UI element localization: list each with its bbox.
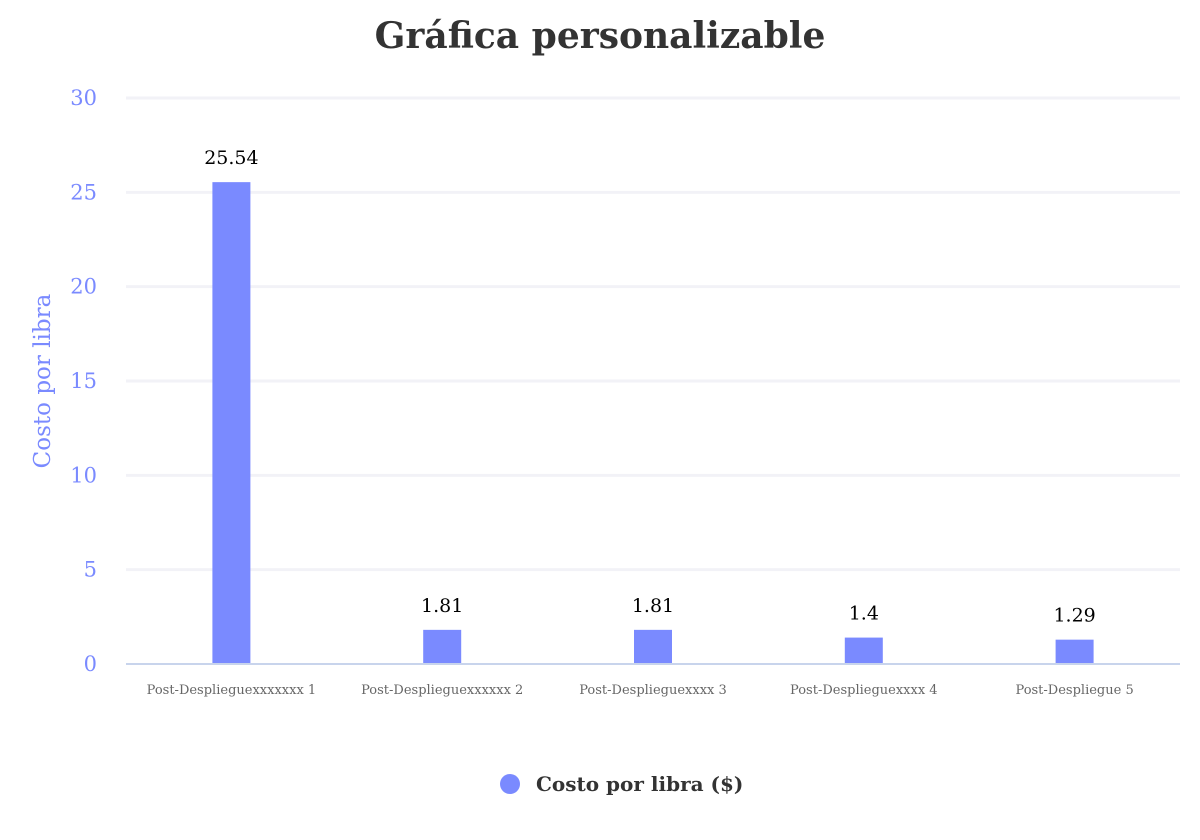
bar[interactable]	[423, 629, 462, 664]
y-tick-label: 30	[70, 86, 97, 110]
y-tick-label: 15	[70, 369, 97, 393]
y-tick-label: 20	[70, 275, 97, 299]
bars	[212, 182, 1094, 665]
x-tick-label: Post-Desplieguexxxxxxx 1	[147, 683, 317, 698]
y-tick-label: 5	[84, 558, 97, 582]
data-label: 25.54	[204, 147, 258, 169]
y-tick-label: 0	[84, 652, 97, 676]
gridlines	[126, 96, 1180, 572]
legend-label: Costo por libra ($)	[536, 772, 743, 796]
y-axis-ticks: 0 5 10 15 20 25 30	[70, 86, 97, 676]
y-tick-label: 25	[70, 180, 97, 204]
data-label: 1.4	[849, 603, 879, 625]
data-labels: 25.54 1.81 1.81 1.4 1.29	[204, 147, 1096, 627]
y-tick-label: 10	[70, 463, 97, 487]
data-label: 1.81	[632, 595, 674, 617]
legend[interactable]: Costo por libra ($)	[500, 772, 743, 796]
bar[interactable]	[844, 637, 883, 664]
legend-marker	[500, 774, 520, 794]
bar[interactable]	[634, 629, 672, 664]
y-axis-label: Costo por libra	[30, 293, 56, 468]
x-axis-ticks: Post-Desplieguexxxxxxx 1 Post-Desplieguex…	[147, 683, 1134, 698]
chart-title: Gráfica personalizable	[375, 15, 826, 57]
bar[interactable]	[1055, 639, 1094, 664]
data-label: 1.81	[421, 595, 463, 617]
data-label: 1.29	[1053, 605, 1095, 627]
x-tick-label: Post-Desplieguexxxx 3	[579, 683, 727, 698]
x-tick-label: Post-Desplieguexxxxxx 2	[361, 683, 523, 698]
x-tick-label: Post-Despliegue 5	[1015, 683, 1133, 698]
bar[interactable]	[212, 182, 251, 665]
x-tick-label: Post-Desplieguexxxx 4	[790, 683, 938, 698]
